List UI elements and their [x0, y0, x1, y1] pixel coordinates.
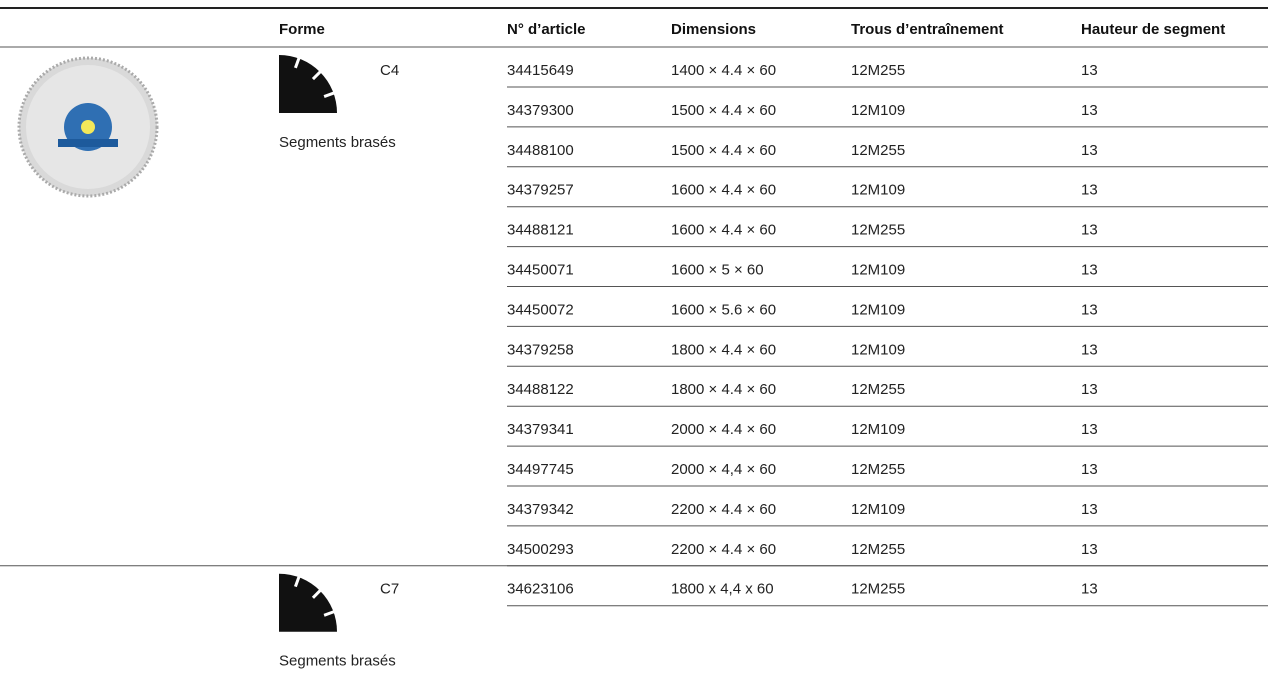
table-cell: 13 [1081, 541, 1098, 558]
table-cell: 34415649 [507, 62, 574, 79]
shape-icon [279, 55, 337, 113]
shape-slot [294, 57, 301, 69]
header-cell: Trous d’entraînement [851, 21, 1004, 38]
shape-slot [323, 91, 335, 98]
shape-code: C4 [380, 62, 399, 79]
table-cell: 13 [1081, 501, 1098, 518]
shape-note: Segments brasés [279, 653, 396, 670]
table-cell: 12M109 [851, 341, 905, 358]
table-cell: 12M109 [851, 301, 905, 318]
table-cell: 1600 × 5.6 × 60 [671, 301, 776, 318]
table-cell: 34379258 [507, 341, 574, 358]
table-cell: 34379342 [507, 501, 574, 518]
header-cell: Dimensions [671, 21, 756, 38]
table-cell: 13 [1081, 222, 1098, 239]
table-cell: 12M109 [851, 182, 905, 199]
table-cell: 34450072 [507, 301, 574, 318]
table-cell: 12M255 [851, 541, 905, 558]
header-cell: Forme [279, 21, 325, 38]
table-cell: 1800 × 4.4 × 60 [671, 341, 776, 358]
table-cell: 1800 × 4.4 × 60 [671, 381, 776, 398]
table-cell: 13 [1081, 461, 1098, 478]
table-cell: 34488122 [507, 381, 574, 398]
table-cell: 12M255 [851, 461, 905, 478]
shape-slot [323, 610, 335, 617]
table-cell: 12M109 [851, 421, 905, 438]
shape-note: Segments brasés [279, 134, 396, 151]
table-cell: 13 [1081, 102, 1098, 119]
table-cell: 13 [1081, 62, 1098, 79]
table-cell: 34379300 [507, 102, 574, 119]
table-cell: 34497745 [507, 461, 574, 478]
shape-code: C7 [380, 581, 399, 598]
table-cell: 13 [1081, 381, 1098, 398]
table-cell: 13 [1081, 341, 1098, 358]
shape-slot [311, 588, 322, 599]
table-cell: 1500 × 4.4 × 60 [671, 102, 776, 119]
table-cell: 12M255 [851, 581, 905, 598]
table-cell: 2000 × 4,4 × 60 [671, 461, 776, 478]
table-cell: 12M255 [851, 222, 905, 239]
table-cell: 13 [1081, 142, 1098, 159]
shape-slot [311, 70, 322, 81]
table-cell: 34488121 [507, 222, 574, 239]
shape-slot [294, 575, 301, 588]
table-cell: 13 [1081, 301, 1098, 318]
header-cell: Hauteur de segment [1081, 21, 1225, 38]
table-cell: 13 [1081, 581, 1098, 598]
table-cell: 12M109 [851, 102, 905, 119]
table-cell: 13 [1081, 182, 1098, 199]
table-cell: 1600 × 4.4 × 60 [671, 182, 776, 199]
table-cell: 12M255 [851, 381, 905, 398]
table-cell: 1800 x 4,4 x 60 [671, 581, 774, 598]
table-cell: 12M109 [851, 501, 905, 518]
table-cell: 13 [1081, 421, 1098, 438]
table-cell: 34450071 [507, 261, 574, 278]
table-cell: 13 [1081, 261, 1098, 278]
table-cell: 34379257 [507, 182, 574, 199]
blade-image [17, 56, 159, 198]
table-cell: 1500 × 4.4 × 60 [671, 142, 776, 159]
table-cell: 12M255 [851, 142, 905, 159]
shape-icon [279, 573, 337, 632]
table-cell: 34488100 [507, 142, 574, 159]
table-cell: 12M109 [851, 261, 905, 278]
table-cell: 1400 × 4.4 × 60 [671, 62, 776, 79]
table-cell: 34623106 [507, 581, 574, 598]
table-cell: 1600 × 4.4 × 60 [671, 222, 776, 239]
table-cell: 2200 × 4.4 × 60 [671, 501, 776, 518]
table-cell: 34500293 [507, 541, 574, 558]
table-cell: 1600 × 5 × 60 [671, 261, 764, 278]
table-cell: 12M255 [851, 62, 905, 79]
table-cell: 2200 × 4.4 × 60 [671, 541, 776, 558]
table-cell: 2000 × 4.4 × 60 [671, 421, 776, 438]
table-cell: 34379341 [507, 421, 574, 438]
header-cell: N° d’article [507, 21, 586, 38]
